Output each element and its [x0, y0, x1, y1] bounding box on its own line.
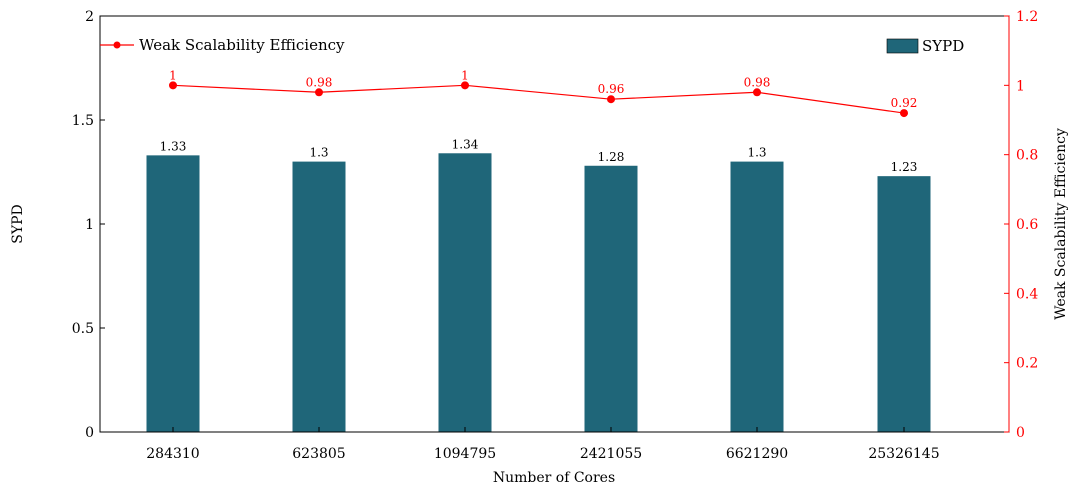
- right-axis: 0 0.2 0.4 0.6 0.8 1 1.2: [1004, 9, 1038, 441]
- right-tick-label: 0.8: [1016, 148, 1038, 164]
- x-tick-label: 25326145: [868, 446, 939, 462]
- efficiency-data-labels: 1 0.98 1 0.96 0.98 0.92: [169, 68, 917, 110]
- efficiency-data-label: 1: [169, 68, 177, 82]
- right-tick-label: 1: [1016, 78, 1025, 94]
- bar: [438, 153, 492, 432]
- legend: Weak Scalability Efficiency SYPD: [100, 36, 964, 55]
- right-tick-label: 0: [1016, 425, 1025, 441]
- legend-bar-label: SYPD: [922, 37, 964, 55]
- right-tick-label: 0.4: [1016, 286, 1038, 302]
- efficiency-point: [315, 88, 323, 97]
- efficiency-point: [461, 81, 469, 90]
- plot-frame: [99, 15, 1010, 433]
- left-axis: 0 0.5 1 1.5 2: [72, 9, 105, 441]
- left-tick-label: 0: [85, 425, 94, 441]
- bar: [877, 176, 931, 432]
- x-tick-label: 284310: [146, 446, 199, 462]
- bar-data-label: 1.23: [891, 160, 918, 174]
- x-tick-label: 1094795: [434, 446, 496, 462]
- bar: [292, 161, 346, 432]
- legend-line-marker: [113, 41, 121, 49]
- x-tick-label: 623805: [292, 446, 345, 462]
- efficiency-line: [172, 84, 905, 114]
- y-axis-title: SYPD: [10, 204, 26, 243]
- x-tick-label: 2421055: [580, 446, 642, 462]
- bar: [584, 165, 638, 432]
- bar-data-label: 1.3: [747, 146, 766, 160]
- left-tick-label: 0.5: [72, 321, 94, 337]
- efficiency-data-label: 0.98: [744, 75, 771, 89]
- right-tick-label: 0.6: [1016, 217, 1038, 233]
- efficiency-data-label: 0.98: [306, 75, 333, 89]
- right-tick-label: 0.2: [1016, 356, 1038, 372]
- left-tick-label: 2: [85, 9, 94, 25]
- bar-data-label: 1.28: [598, 150, 625, 164]
- bar-data-labels: 1.33 1.3 1.34 1.28 1.3 1.23: [160, 137, 918, 174]
- bar: [730, 161, 784, 432]
- efficiency-point: [900, 109, 908, 118]
- bar: [146, 155, 200, 433]
- left-tick-label: 1: [85, 217, 94, 233]
- bar-data-label: 1.3: [309, 146, 328, 160]
- bar-data-label: 1.33: [160, 139, 187, 153]
- x-axis: 284310 623805 1094795 2421055 6621290 2532614…: [146, 427, 940, 462]
- right-tick-label: 1.2: [1016, 9, 1038, 25]
- efficiency-series: [169, 81, 908, 118]
- efficiency-point: [753, 88, 761, 97]
- efficiency-point: [169, 81, 177, 90]
- left-tick-label: 1.5: [72, 113, 94, 129]
- bar-data-label: 1.34: [452, 137, 479, 151]
- efficiency-data-label: 1: [461, 68, 469, 82]
- legend-bar-swatch: [886, 38, 919, 54]
- efficiency-point: [607, 95, 615, 104]
- y2-axis-title: Weak Scalability Efficiency: [1053, 128, 1069, 320]
- legend-line-label: Weak Scalability Efficiency: [139, 36, 345, 54]
- bar-series: [146, 153, 931, 433]
- x-axis-title: Number of Cores: [493, 470, 615, 486]
- efficiency-data-label: 0.92: [891, 96, 918, 110]
- efficiency-data-label: 0.96: [598, 82, 625, 96]
- x-tick-label: 6621290: [726, 446, 788, 462]
